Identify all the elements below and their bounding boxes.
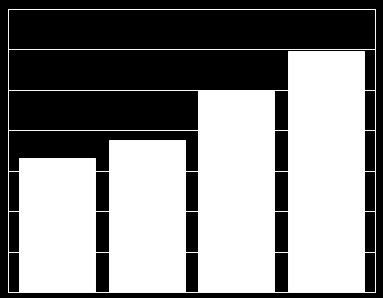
Bar [288,51,364,292]
Bar [19,158,95,292]
Bar [108,140,185,292]
Bar [198,90,275,292]
